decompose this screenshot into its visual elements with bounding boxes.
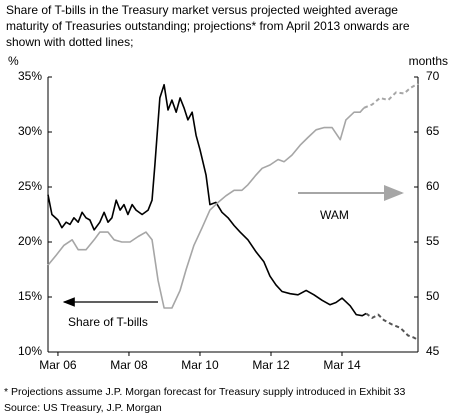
y2-tick-label: 65 bbox=[426, 124, 440, 138]
series-line bbox=[47, 107, 365, 309]
y2-tick-label: 70 bbox=[426, 69, 440, 83]
y-tick-label: 35% bbox=[18, 69, 42, 83]
y-axis-label: % bbox=[8, 54, 19, 68]
series-line bbox=[47, 83, 367, 317]
y2-tick-label: 45 bbox=[426, 344, 440, 358]
x-tick-label: Mar 08 bbox=[110, 358, 148, 372]
footnote: * Projections assume J.P. Morgan forecas… bbox=[4, 386, 405, 398]
series-label: Share of T-bills bbox=[68, 315, 148, 329]
series-line bbox=[365, 312, 419, 341]
y-tick-label: 25% bbox=[18, 179, 42, 193]
series-label: WAM bbox=[320, 208, 349, 222]
y2-axis-label: months bbox=[409, 54, 448, 68]
y2-tick-label: 55 bbox=[426, 234, 440, 248]
series-line bbox=[363, 82, 419, 109]
chart-title: shown with dotted lines; bbox=[6, 35, 133, 49]
x-tick-label: Mar 12 bbox=[252, 358, 290, 372]
y-tick-label: 30% bbox=[18, 124, 42, 138]
y-tick-label: 10% bbox=[18, 344, 42, 358]
y2-tick-label: 60 bbox=[426, 179, 440, 193]
y-tick-label: 15% bbox=[18, 289, 42, 303]
x-tick-label: Mar 14 bbox=[323, 358, 361, 372]
x-tick-label: Mar 10 bbox=[181, 358, 219, 372]
y-tick-label: 20% bbox=[18, 234, 42, 248]
chart-title: maturity of Treasuries outstanding; proj… bbox=[6, 19, 410, 33]
x-tick-label: Mar 06 bbox=[39, 358, 77, 372]
y2-tick-label: 50 bbox=[426, 289, 440, 303]
chart-title: Share of T-bills in the Treasury market … bbox=[6, 3, 398, 17]
footnote: Source: US Treasury, J.P. Morgan bbox=[4, 402, 162, 414]
